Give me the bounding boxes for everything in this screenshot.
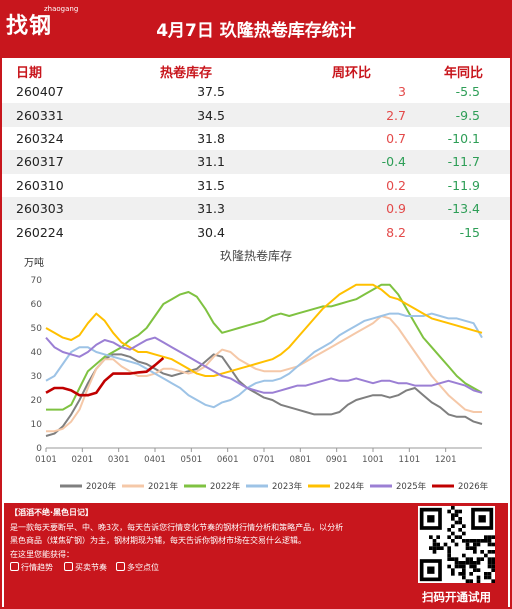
x-tick-label: 1001 (362, 455, 384, 465)
cell-wow: 0.2 (386, 177, 406, 193)
cell-yoy: -11.9 (447, 177, 480, 193)
table-row: 260224 30.4 8.2 -15 (2, 220, 510, 243)
legend-label: 2026年 (458, 481, 489, 492)
y-tick-label: 70 (31, 276, 43, 286)
header-bar: 找钢 zhaogang 4月7日 玖隆热卷库存统计 (2, 2, 510, 58)
table-row: 260317 31.1 -0.4 -11.7 (2, 150, 510, 174)
series-line-2021年 (46, 315, 482, 433)
footer-item-points: 多空点位 (116, 562, 159, 573)
logo-subtext: zhaogang (44, 5, 79, 13)
cell-yoy: -5.5 (455, 84, 480, 100)
points-icon (116, 562, 125, 571)
table-row: 260303 31.3 0.9 -13.4 (2, 196, 510, 221)
y-tick-label: 20 (31, 396, 43, 406)
cell-inventory: 31.3 (136, 196, 286, 221)
cell-yoy: -9.5 (442, 103, 510, 127)
legend-label: 2024年 (334, 481, 365, 492)
footer-banner: 【滔滔不绝·黑色日记】 是一款每天要断早、中、晚3次，每天告诉您行情变化节奏的钢… (4, 503, 508, 607)
x-tick-label: 0601 (217, 455, 239, 465)
legend-label: 2025年 (396, 481, 427, 492)
legend-label: 2020年 (86, 481, 117, 492)
cell-date: 260324 (16, 130, 64, 146)
cell-inventory: 31.5 (197, 177, 225, 193)
table-row: 260331 34.5 2.7 -9.5 (2, 103, 510, 127)
cell-wow: 2.7 (286, 103, 442, 127)
y-tick-label: 60 (31, 300, 43, 310)
cell-yoy: -10.1 (447, 130, 480, 146)
cell-wow: -0.4 (286, 150, 442, 174)
footer-obtain: 在这里您能获得： (10, 550, 74, 559)
cell-wow: 8.2 (386, 224, 406, 240)
x-tick-label: 0901 (326, 455, 348, 465)
footer-item-rhythm: 买卖节奏 (64, 562, 107, 573)
rhythm-icon (64, 562, 73, 571)
y-tick-label: 50 (31, 324, 43, 334)
chart-title: 玖隆热卷库存 (220, 248, 292, 263)
x-tick-label: 0801 (290, 455, 312, 465)
x-tick-label: 0401 (144, 455, 166, 465)
x-tick-label: 0501 (181, 455, 203, 465)
cell-inventory: 31.8 (197, 130, 225, 146)
cell-wow: 3 (398, 84, 406, 100)
col-header-yoy: 年同比 (444, 66, 484, 81)
footer-desc: 是一款每天要断早、中、晚3次，每天告诉您行情变化节奏的钢材行情分析和策略产品，以… (10, 523, 344, 532)
qr-code-icon[interactable] (418, 506, 495, 583)
col-header-wow: 周环比 (332, 66, 372, 81)
y-tick-label: 40 (31, 348, 43, 358)
x-tick-label: 1101 (399, 455, 421, 465)
series-line-2022年 (46, 283, 483, 411)
legend-label: 2022年 (210, 481, 241, 492)
footer-desc-2: 黑色商品（煤焦矿钢）为主，钢材期现为辅，每天告诉你钢材市场在交易什么逻辑。 (10, 536, 306, 545)
trend-icon (10, 562, 19, 571)
table-row: 260407 37.5 3 -5.5 (2, 80, 510, 103)
y-tick-label: 10 (31, 420, 43, 430)
legend-label: 2023年 (272, 481, 303, 492)
col-header-date: 日期 (16, 66, 43, 81)
scan-trial-button[interactable]: 扫码开通试用 (422, 590, 491, 604)
cell-date: 260317 (2, 150, 136, 174)
inventory-table: 260407 37.5 3 -5.5 260331 34.5 2.7 -9.5 260324 31… (2, 80, 510, 244)
cell-inventory: 31.1 (136, 150, 286, 174)
cell-date: 260224 (16, 224, 64, 240)
cell-inventory: 37.5 (197, 84, 225, 100)
footer-item-trend: 行情趋势 (10, 562, 53, 573)
cell-date: 260310 (16, 177, 64, 193)
logo: 找钢 (6, 14, 53, 39)
series-line-2025年 (45, 336, 483, 394)
cell-inventory: 34.5 (136, 103, 286, 127)
series-line-2024年 (45, 283, 483, 377)
series-line-2023年 (45, 312, 483, 409)
cell-inventory: 30.4 (197, 224, 225, 240)
y-axis-label: 万吨 (24, 256, 44, 269)
y-tick-label: 30 (31, 372, 43, 382)
x-tick-label: 0201 (72, 455, 94, 465)
y-tick-label: 0 (36, 444, 42, 454)
series-line-2026年 (45, 357, 165, 397)
footer-tag: 【滔滔不绝·黑色日记】 (10, 508, 94, 517)
page-title: 4月7日 玖隆热卷库存统计 (156, 21, 356, 41)
cell-date: 260331 (2, 103, 136, 127)
cell-wow: 0.9 (286, 196, 442, 221)
col-header-inventory: 热卷库存 (160, 66, 213, 81)
cell-date: 260303 (2, 196, 136, 221)
x-tick-label: 0101 (35, 455, 57, 465)
cell-date: 260407 (16, 84, 64, 100)
cell-yoy: -15 (459, 224, 480, 240)
x-tick-label: 0701 (253, 455, 275, 465)
cell-yoy: -13.4 (442, 196, 510, 221)
table-row: 260310 31.5 0.2 -11.9 (2, 174, 510, 197)
x-tick-label: 1201 (435, 455, 457, 465)
cell-wow: 0.7 (386, 130, 406, 146)
cell-yoy: -11.7 (442, 150, 510, 174)
table-row: 260324 31.8 0.7 -10.1 (2, 127, 510, 150)
legend-label: 2021年 (148, 481, 179, 492)
x-tick-label: 0301 (108, 455, 130, 465)
series-line-2020年 (45, 353, 483, 437)
